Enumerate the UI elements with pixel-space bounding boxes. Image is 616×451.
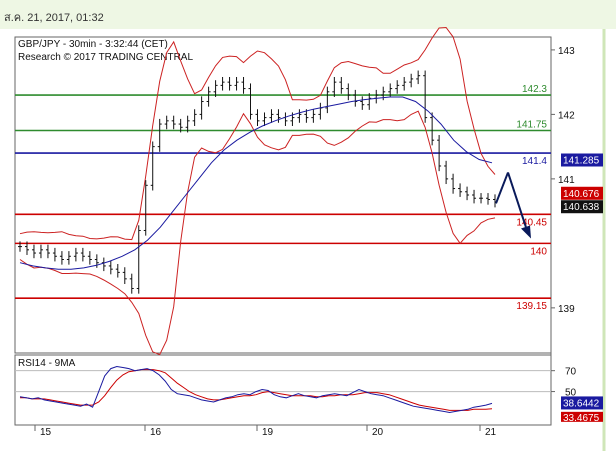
price-tag-label: 140.676	[563, 189, 600, 200]
rsi-title: RSI14 - 9MA	[18, 358, 76, 369]
forecast-arrow-up	[495, 172, 509, 204]
forecast-arrow-head	[521, 225, 531, 239]
price-panel-frame	[14, 36, 552, 354]
date-text: ส.ค. 21, 2017, 01:32	[4, 12, 104, 24]
level-label: 141.75	[516, 120, 547, 131]
price-tag-label: 140.638	[563, 202, 600, 213]
support-resistance-levels: 142.3 141.75 141.4 140.45 140 139.15	[15, 84, 551, 312]
forecast-arrow-down	[507, 172, 528, 231]
upper-band	[19, 26, 496, 241]
price-axis-ticks: 143 142 141 139	[551, 46, 575, 315]
price-tag-box	[561, 186, 603, 200]
rsi-panel-frame	[14, 354, 552, 426]
rsi-value-label: 38.6442	[563, 398, 600, 409]
price-tick-label: 143	[558, 46, 575, 57]
rsi-line	[19, 365, 493, 414]
price-tag-box	[561, 153, 603, 167]
rsi-value-box	[561, 396, 603, 410]
time-tick-label: 21	[485, 427, 497, 438]
time-tick-label: 19	[262, 427, 274, 438]
forecast-arrow	[495, 172, 531, 239]
time-tick-label: 16	[150, 427, 162, 438]
chart-copyright-line: Research © 2017 TRADING CENTRAL	[18, 52, 193, 63]
price-tag-label: 141.285	[563, 155, 600, 166]
bollinger-bands	[19, 26, 496, 356]
price-tag-box	[561, 200, 603, 214]
rsi-ma-value-box	[561, 411, 603, 422]
level-label: 140.45	[516, 217, 547, 228]
rsi-ma-value-label: 33.4675	[563, 413, 600, 424]
rsi-tick-label: 70	[565, 367, 577, 378]
price-tags: 141.285 140.676 140.638	[561, 153, 603, 214]
date-bar: ส.ค. 21, 2017, 01:32	[0, 0, 616, 29]
price-tick-label: 142	[558, 110, 575, 121]
chart-symbol-line: GBP/JPY - 30min - 3:32:44 (CET)	[18, 39, 168, 50]
price-tick-label: 141	[558, 175, 575, 186]
level-label: 140	[530, 246, 547, 257]
level-label: 139.15	[516, 301, 547, 312]
lower-band	[19, 110, 496, 356]
ma-line	[19, 96, 493, 270]
price-tick-label: 139	[558, 304, 575, 315]
rsi-ma-line	[20, 369, 493, 411]
rsi-tick-label: 50	[565, 388, 577, 399]
time-tick-label: 20	[372, 427, 384, 438]
time-tick-label: 15	[40, 427, 52, 438]
moving-average-line	[19, 96, 493, 270]
level-label: 142.3	[522, 84, 547, 95]
level-label: 141.4	[522, 156, 547, 167]
time-axis-ticks: 15 16 19 20 21	[34, 425, 497, 438]
